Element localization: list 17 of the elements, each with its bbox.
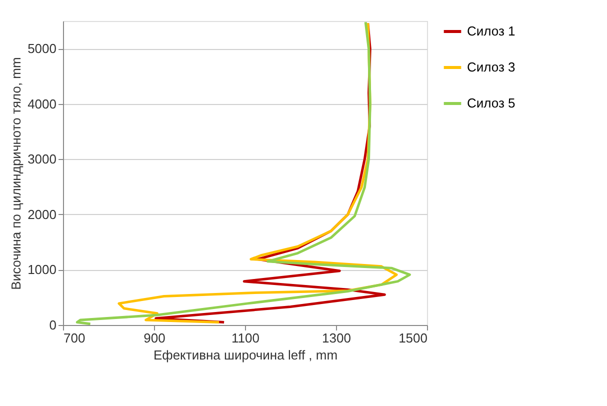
x-tick-label: 900: [144, 330, 166, 346]
y-axis-title: Височина по цилиндричното тяло, mm: [8, 57, 24, 290]
y-tick-label: 0: [49, 318, 56, 332]
line-series: [76, 20, 411, 326]
x-axis-title: Ефективна широчина leff , mm: [153, 348, 338, 362]
legend-label: Силоз 1: [467, 24, 516, 38]
y-tick-label: 3000: [28, 152, 56, 167]
y-tick-label: 2000: [28, 206, 56, 222]
legend-label: Силоз 3: [467, 60, 516, 74]
x-tick-label: 1100: [232, 330, 260, 346]
x-tick-label: 1300: [322, 330, 351, 346]
y-tick-label: 1000: [28, 262, 56, 278]
y-tick-label: 4000: [28, 96, 56, 112]
y-tick-label: 5000: [28, 41, 56, 56]
x-tick-label: 700: [64, 330, 86, 346]
x-tick-label: 1500: [398, 330, 428, 346]
legend-label: Силоз 5: [467, 96, 516, 110]
